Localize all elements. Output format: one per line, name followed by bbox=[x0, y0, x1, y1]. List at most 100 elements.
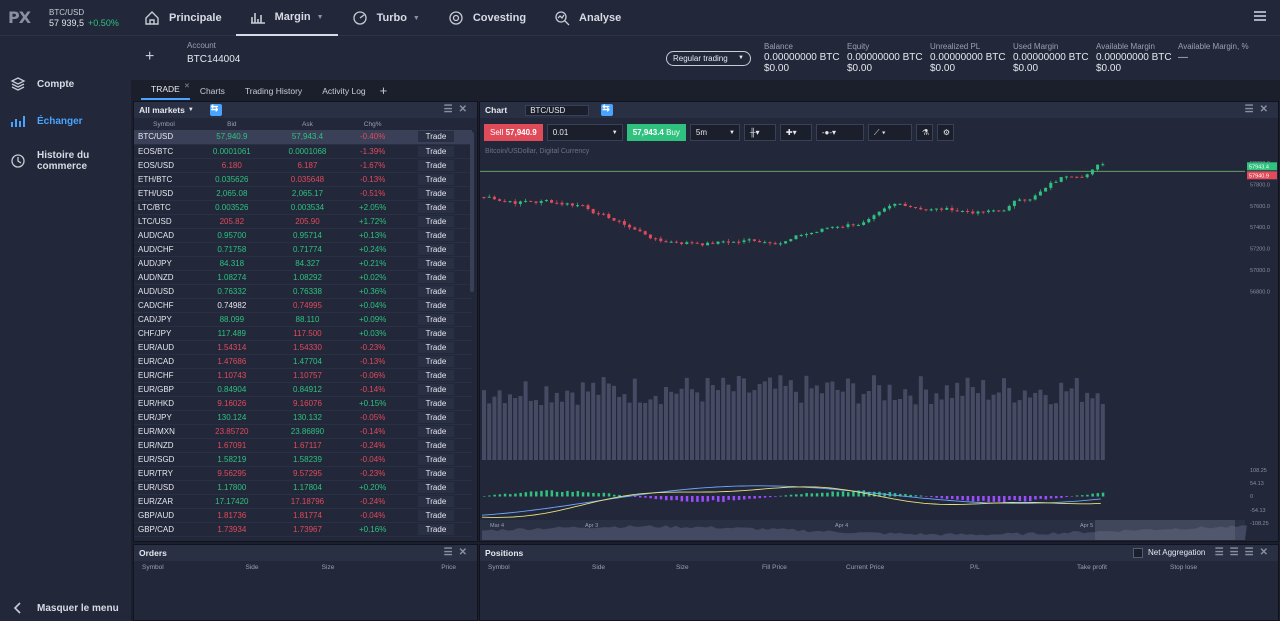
menu-icon[interactable] bbox=[1254, 11, 1266, 21]
trade-button[interactable]: Trade bbox=[417, 383, 454, 395]
sidebar-item-echanger[interactable]: Échanger bbox=[10, 113, 83, 129]
trade-button[interactable]: Trade bbox=[417, 285, 454, 297]
trade-button[interactable]: Trade bbox=[417, 145, 454, 157]
price-chart[interactable]: 58000.057800.057600.057400.057200.057000… bbox=[480, 150, 1278, 540]
trade-button[interactable]: Trade bbox=[417, 313, 454, 325]
table-row[interactable]: GBP/CAD 1.73934 1.73967 +0.16% Trade bbox=[134, 522, 472, 537]
scrollbar[interactable] bbox=[470, 132, 474, 292]
swap-icon[interactable] bbox=[209, 103, 222, 116]
sidebar-item-compte[interactable]: Compte bbox=[10, 76, 74, 92]
trade-button[interactable]: Trade bbox=[417, 271, 454, 283]
sidebar-item-histoire[interactable]: Histoire du commerce bbox=[10, 150, 131, 172]
table-row[interactable]: GBP/AUD 1.81736 1.81774 -0.04% Trade bbox=[134, 508, 472, 523]
table-row[interactable]: CAD/CHF 0.74982 0.74995 +0.04% Trade bbox=[134, 298, 472, 313]
table-row[interactable]: EUR/ZAR 17.17420 17.18796 -0.24% Trade bbox=[134, 494, 472, 509]
sell-button[interactable]: Sell 57,940.9 bbox=[484, 124, 543, 141]
net-aggregation-checkbox[interactable] bbox=[1133, 548, 1143, 558]
tab-trade[interactable]: TRADE ✕ bbox=[141, 83, 190, 100]
table-row[interactable]: BTC/USD 57,940.9 57,943.4 -0.40% Trade bbox=[134, 130, 472, 145]
table-row[interactable]: EOS/BTC 0.0001061 0.0001068 -1.39% Trade bbox=[134, 144, 472, 159]
table-row[interactable]: EUR/NZD 1.67091 1.67117 -0.24% Trade bbox=[134, 438, 472, 453]
table-row[interactable]: AUD/CHF 0.71758 0.71774 +0.24% Trade bbox=[134, 242, 472, 257]
trade-button[interactable]: Trade bbox=[417, 453, 454, 465]
table-row[interactable]: AUD/CAD 0.95700 0.95714 +0.13% Trade bbox=[134, 228, 472, 243]
chart-type-icon[interactable]: ╫▾ bbox=[743, 124, 776, 141]
table-row[interactable]: EUR/USD 1.17800 1.17804 +0.20% Trade bbox=[134, 480, 472, 495]
table-row[interactable]: CHF/JPY 117.489 117.500 +0.03% Trade bbox=[134, 326, 472, 341]
table-row[interactable]: EUR/MXN 23.85720 23.86890 -0.14% Trade bbox=[134, 424, 472, 439]
trade-button[interactable]: Trade bbox=[417, 131, 454, 143]
markets-filter[interactable]: All markets bbox=[139, 105, 185, 115]
nav-item-principale[interactable]: Principale bbox=[130, 0, 236, 36]
trade-button[interactable]: Trade bbox=[417, 369, 454, 381]
trade-button[interactable]: Trade bbox=[417, 243, 454, 255]
trade-button[interactable]: Trade bbox=[417, 481, 454, 493]
add-account-button[interactable]: + bbox=[145, 48, 155, 65]
nav-item-covesting[interactable]: Covesting bbox=[434, 0, 540, 36]
panel-controls[interactable]: ☰☰☰✕ bbox=[1214, 547, 1274, 558]
trade-button[interactable]: Trade bbox=[417, 327, 454, 339]
tab-activity-log[interactable]: Activity Log bbox=[312, 86, 375, 100]
account-id[interactable]: BTC144004 bbox=[187, 54, 241, 65]
table-row[interactable]: EUR/HKD 9.16026 9.16076 +0.15% Trade bbox=[134, 396, 472, 411]
nav-item-margin[interactable]: Margin ▼ bbox=[235, 0, 338, 36]
trade-button[interactable]: Trade bbox=[417, 509, 454, 521]
buy-button[interactable]: 57,943.4 Buy bbox=[626, 124, 686, 141]
trade-button[interactable]: Trade bbox=[417, 425, 454, 437]
swap-icon[interactable] bbox=[601, 103, 614, 116]
crosshair-icon[interactable]: ✚▾ bbox=[779, 124, 812, 141]
table-row[interactable]: EUR/GBP 0.84904 0.84912 -0.14% Trade bbox=[134, 382, 472, 397]
trade-button[interactable]: Trade bbox=[417, 411, 454, 423]
trade-button[interactable]: Trade bbox=[417, 187, 454, 199]
trade-button[interactable]: Trade bbox=[417, 467, 454, 479]
table-row[interactable]: ETH/USD 2,065.08 2,065.17 -0.51% Trade bbox=[134, 186, 472, 201]
trade-button[interactable]: Trade bbox=[417, 495, 454, 507]
draw-line-icon[interactable]: ⟋ ▾ bbox=[867, 124, 912, 141]
table-row[interactable]: AUD/USD 0.76332 0.76338 +0.36% Trade bbox=[134, 284, 472, 299]
table-row[interactable]: EUR/SGD 1.58219 1.58239 -0.04% Trade bbox=[134, 452, 472, 467]
trade-button[interactable]: Trade bbox=[417, 159, 454, 171]
timeline-icon[interactable]: -●-▾ bbox=[815, 124, 864, 141]
tab-charts[interactable]: Charts bbox=[190, 86, 235, 100]
trade-button[interactable]: Trade bbox=[417, 257, 454, 269]
nav-item-analyse[interactable]: Analyse bbox=[540, 0, 635, 36]
trade-button[interactable]: Trade bbox=[417, 523, 454, 535]
trade-button[interactable]: Trade bbox=[417, 355, 454, 367]
panel-controls[interactable]: ☰✕ bbox=[1244, 104, 1274, 115]
trade-button[interactable]: Trade bbox=[417, 299, 454, 311]
table-row[interactable]: AUD/JPY 84.318 84.327 +0.21% Trade bbox=[134, 256, 472, 271]
flask-icon[interactable]: ⚗ bbox=[915, 124, 933, 141]
table-row[interactable]: EUR/AUD 1.54314 1.54330 -0.23% Trade bbox=[134, 340, 472, 355]
table-row[interactable]: EUR/TRY 9.56295 9.57295 -0.23% Trade bbox=[134, 466, 472, 481]
settings-icon[interactable]: ⚙ bbox=[936, 124, 954, 141]
chart-symbol-input[interactable]: BTC/USD bbox=[525, 104, 590, 116]
table-row[interactable]: EUR/CAD 1.47686 1.47704 -0.13% Trade bbox=[134, 354, 472, 369]
trade-button[interactable]: Trade bbox=[417, 341, 454, 353]
close-icon[interactable]: ✕ bbox=[183, 83, 190, 90]
quantity-input[interactable]: 0.01 ▼ bbox=[546, 124, 623, 141]
nav-item-turbo[interactable]: Turbo ▼ bbox=[338, 0, 434, 36]
table-row[interactable]: EUR/CHF 1.10743 1.10757 -0.06% Trade bbox=[134, 368, 472, 383]
collapse-menu-button[interactable]: Masquer le menu bbox=[10, 600, 119, 616]
table-row[interactable]: AUD/NZD 1.08274 1.08292 +0.02% Trade bbox=[134, 270, 472, 285]
trade-button[interactable]: Trade bbox=[417, 229, 454, 241]
trade-button[interactable]: Trade bbox=[417, 201, 454, 213]
macd-bar bbox=[711, 496, 715, 501]
trade-button[interactable]: Trade bbox=[417, 439, 454, 451]
panel-controls[interactable]: ☰✕ bbox=[443, 104, 473, 115]
tab-trading-history[interactable]: Trading History bbox=[235, 86, 312, 100]
ticker[interactable]: BTC/USD 57 939,5 +0.50% bbox=[49, 7, 119, 29]
panel-controls[interactable]: ☰✕ bbox=[443, 547, 473, 558]
add-tab-button[interactable]: + bbox=[379, 83, 388, 98]
table-row[interactable]: EUR/JPY 130.124 130.132 -0.05% Trade bbox=[134, 410, 472, 425]
table-row[interactable]: CAD/JPY 88.099 88.110 +0.09% Trade bbox=[134, 312, 472, 327]
table-row[interactable]: EOS/USD 6.180 6.187 -1.67% Trade bbox=[134, 158, 472, 173]
table-row[interactable]: LTC/BTC 0.003526 0.003534 +2.05% Trade bbox=[134, 200, 472, 215]
trade-button[interactable]: Trade bbox=[417, 397, 454, 409]
trade-button[interactable]: Trade bbox=[417, 215, 454, 227]
table-row[interactable]: ETH/BTC 0.035626 0.035648 -0.13% Trade bbox=[134, 172, 472, 187]
trade-button[interactable]: Trade bbox=[417, 173, 454, 185]
table-row[interactable]: LTC/USD 205.82 205.90 +1.72% Trade bbox=[134, 214, 472, 229]
trading-mode-select[interactable]: Regular trading ▼ bbox=[666, 51, 751, 66]
interval-select[interactable]: 5m ▼ bbox=[689, 124, 740, 141]
